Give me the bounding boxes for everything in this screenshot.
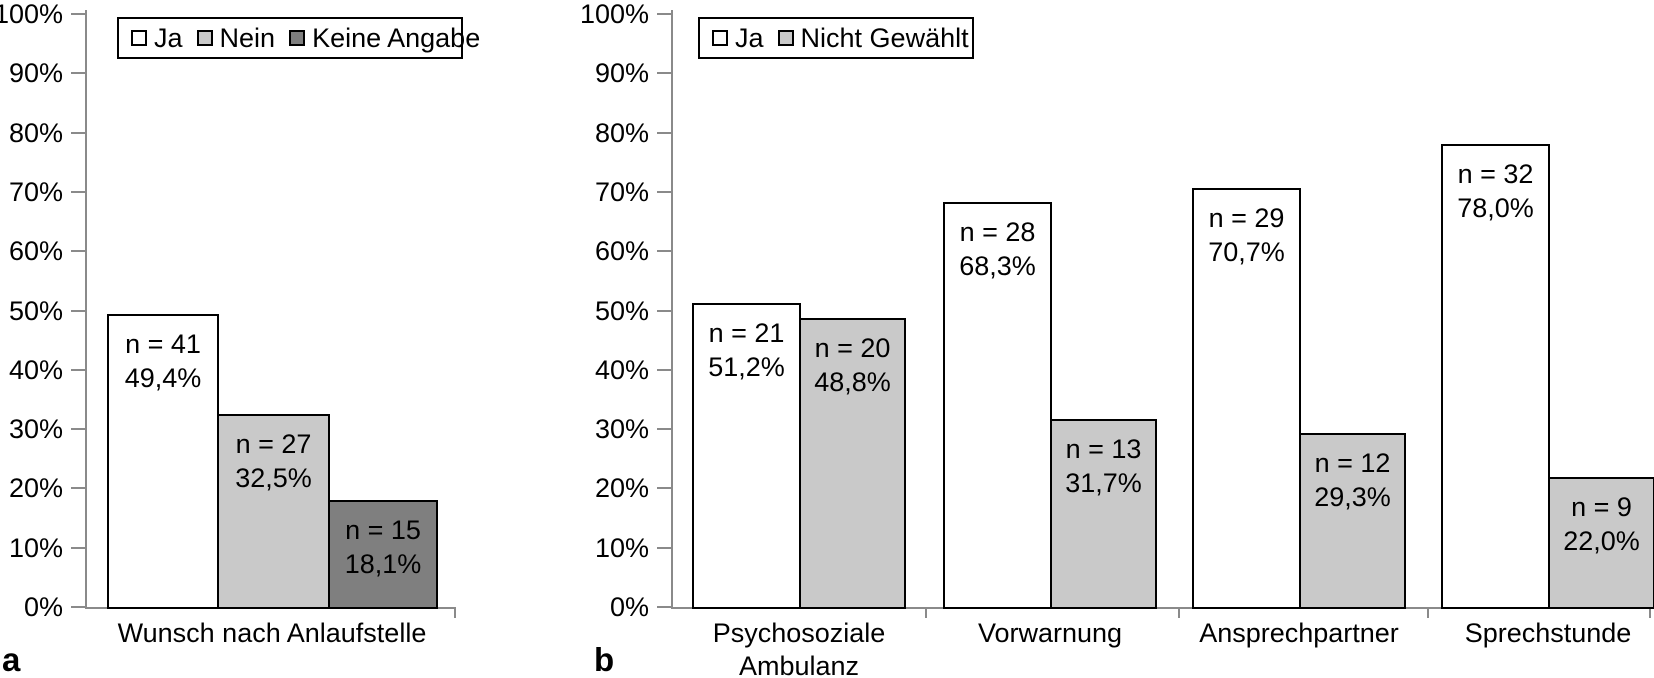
bar-keine-angabe: [328, 500, 438, 609]
y-tick-label: 100%: [0, 0, 63, 29]
y-tick-label: 100%: [579, 0, 649, 29]
category-label-wunsch-nach-anlaufstelle: Wunsch nach Anlaufstelle: [117, 618, 427, 648]
category-label-vorwarnung: Vorwarnung: [977, 618, 1123, 648]
legend-swatch-ja-icon: [712, 30, 728, 46]
legend-item-keine-angabe: Keine Angabe: [289, 22, 481, 53]
y-tick: [657, 546, 673, 549]
y-tick: [71, 368, 87, 371]
legend-label-keine-angabe: Keine Angabe: [312, 22, 481, 53]
y-tick-label: 10%: [8, 532, 63, 563]
y-tick: [71, 190, 87, 193]
bar-keine-angabe-label: n = 15 18,1%: [344, 515, 422, 579]
legend-label-ja: Ja: [154, 22, 183, 53]
y-tick-label: 60%: [594, 236, 649, 267]
y-tick-label: 10%: [594, 532, 649, 563]
legend-item-nicht-gew-hlt: Nicht Gewählt: [777, 22, 969, 53]
legend-item-ja: Ja: [712, 22, 764, 53]
bar-nicht-gew-hlt-psychosoziale-ambulanz: [799, 318, 906, 609]
bar-ja-vorwarnung: [943, 202, 1052, 609]
legend-swatch-nicht-gew-hlt-icon: [777, 30, 794, 46]
bar-ja-ansprechpartner: [1192, 188, 1301, 609]
y-tick: [71, 13, 87, 15]
x-axis-tick: [454, 607, 456, 618]
y-tick: [71, 250, 87, 253]
y-tick-label: 40%: [8, 354, 63, 385]
y-tick-label: 30%: [594, 414, 649, 445]
bar-ja-label: n = 41 49,4%: [124, 329, 202, 393]
y-tick: [657, 428, 673, 431]
y-tick-label: 90%: [8, 58, 63, 89]
legend-label-nein: Nein: [219, 22, 276, 53]
panel-letter-b: b: [594, 641, 615, 678]
bar-ja-sprechstunde: [1441, 144, 1550, 609]
y-tick-label: 0%: [23, 592, 63, 622]
y-tick: [657, 487, 673, 490]
y-tick: [657, 309, 673, 312]
y-tick-label: 70%: [8, 176, 63, 207]
y-tick: [657, 72, 673, 75]
y-tick-label: 50%: [594, 295, 649, 326]
legend: Ja Nicht Gewählt: [698, 17, 974, 59]
legend-swatch-ja-icon: [131, 30, 147, 46]
bar-nicht-gew-hlt-sprechstunde-label: n = 9 22,0%: [1563, 492, 1640, 556]
bar-nein: [217, 414, 330, 609]
y-tick: [657, 606, 673, 608]
bar-nein-label: n = 27 32,5%: [235, 429, 312, 493]
y-tick-label: 80%: [594, 117, 649, 148]
bar-nicht-gew-hlt-ansprechpartner-label: n = 12 29,3%: [1314, 448, 1391, 512]
x-axis-tick: [1427, 607, 1429, 618]
legend-swatch-nein-icon: [196, 30, 213, 46]
bar-ja-psychosoziale-ambulanz-label: n = 21 51,2%: [708, 318, 785, 382]
y-tick-label: 90%: [594, 58, 649, 89]
legend-label-nicht-gew-hlt: Nicht Gewählt: [800, 22, 969, 53]
category-label-ansprechpartner: Ansprechpartner: [1199, 618, 1399, 648]
bar-ja-psychosoziale-ambulanz: [692, 303, 801, 609]
y-tick: [657, 131, 673, 134]
y-tick: [71, 546, 87, 549]
x-axis-line: [671, 607, 1650, 609]
bar-nicht-gew-hlt-psychosoziale-ambulanz-label: n = 20 48,8%: [814, 333, 891, 397]
y-tick: [657, 250, 673, 253]
bar-ja-vorwarnung-label: n = 28 68,3%: [959, 217, 1036, 281]
bar-nicht-gew-hlt-vorwarnung-label: n = 13 31,7%: [1065, 434, 1142, 498]
y-tick: [71, 72, 87, 75]
y-tick-label: 60%: [8, 236, 63, 267]
bar-nicht-gew-hlt-vorwarnung: [1050, 419, 1157, 609]
legend-item-ja: Ja: [131, 22, 183, 53]
y-tick-label: 0%: [609, 592, 649, 622]
y-tick: [657, 13, 673, 15]
y-tick: [71, 428, 87, 431]
y-tick-label: 80%: [8, 117, 63, 148]
y-tick-label: 50%: [8, 295, 63, 326]
y-tick-label: 30%: [8, 414, 63, 445]
y-tick: [71, 606, 87, 608]
y-tick: [71, 309, 87, 312]
x-axis-tick: [1649, 607, 1651, 618]
y-tick: [71, 131, 87, 134]
x-axis-tick: [1178, 607, 1180, 618]
y-tick-label: 20%: [8, 473, 63, 504]
y-tick: [657, 368, 673, 371]
category-label-psychosoziale-ambulanz: Psychosoziale Ambulanz: [712, 618, 886, 678]
y-tick-label: 70%: [594, 176, 649, 207]
panel-letter-a: a: [2, 641, 21, 678]
category-label-sprechstunde: Sprechstunde: [1464, 618, 1632, 648]
bar-ja-sprechstunde-label: n = 32 78,0%: [1457, 159, 1534, 223]
y-tick: [657, 190, 673, 193]
panel-a: 0% 10% 20% 30% 40% 50% 60% 70% 80% 90% 100% n = 41 …: [0, 0, 556, 678]
legend-swatch-keine-angabe-icon: [289, 30, 306, 46]
legend-label-ja: Ja: [735, 22, 764, 53]
bar-ja-ansprechpartner-label: n = 29 70,7%: [1208, 203, 1285, 267]
legend: Ja Nein Keine Angabe: [117, 17, 480, 59]
y-tick-label: 20%: [594, 473, 649, 504]
y-tick: [71, 487, 87, 490]
x-axis-tick: [925, 607, 927, 618]
y-tick-label: 40%: [594, 354, 649, 385]
bar-nicht-gew-hlt-ansprechpartner: [1299, 433, 1406, 609]
bar-nicht-gew-hlt-sprechstunde: [1548, 477, 1654, 609]
legend-item-nein: Nein: [196, 22, 276, 53]
